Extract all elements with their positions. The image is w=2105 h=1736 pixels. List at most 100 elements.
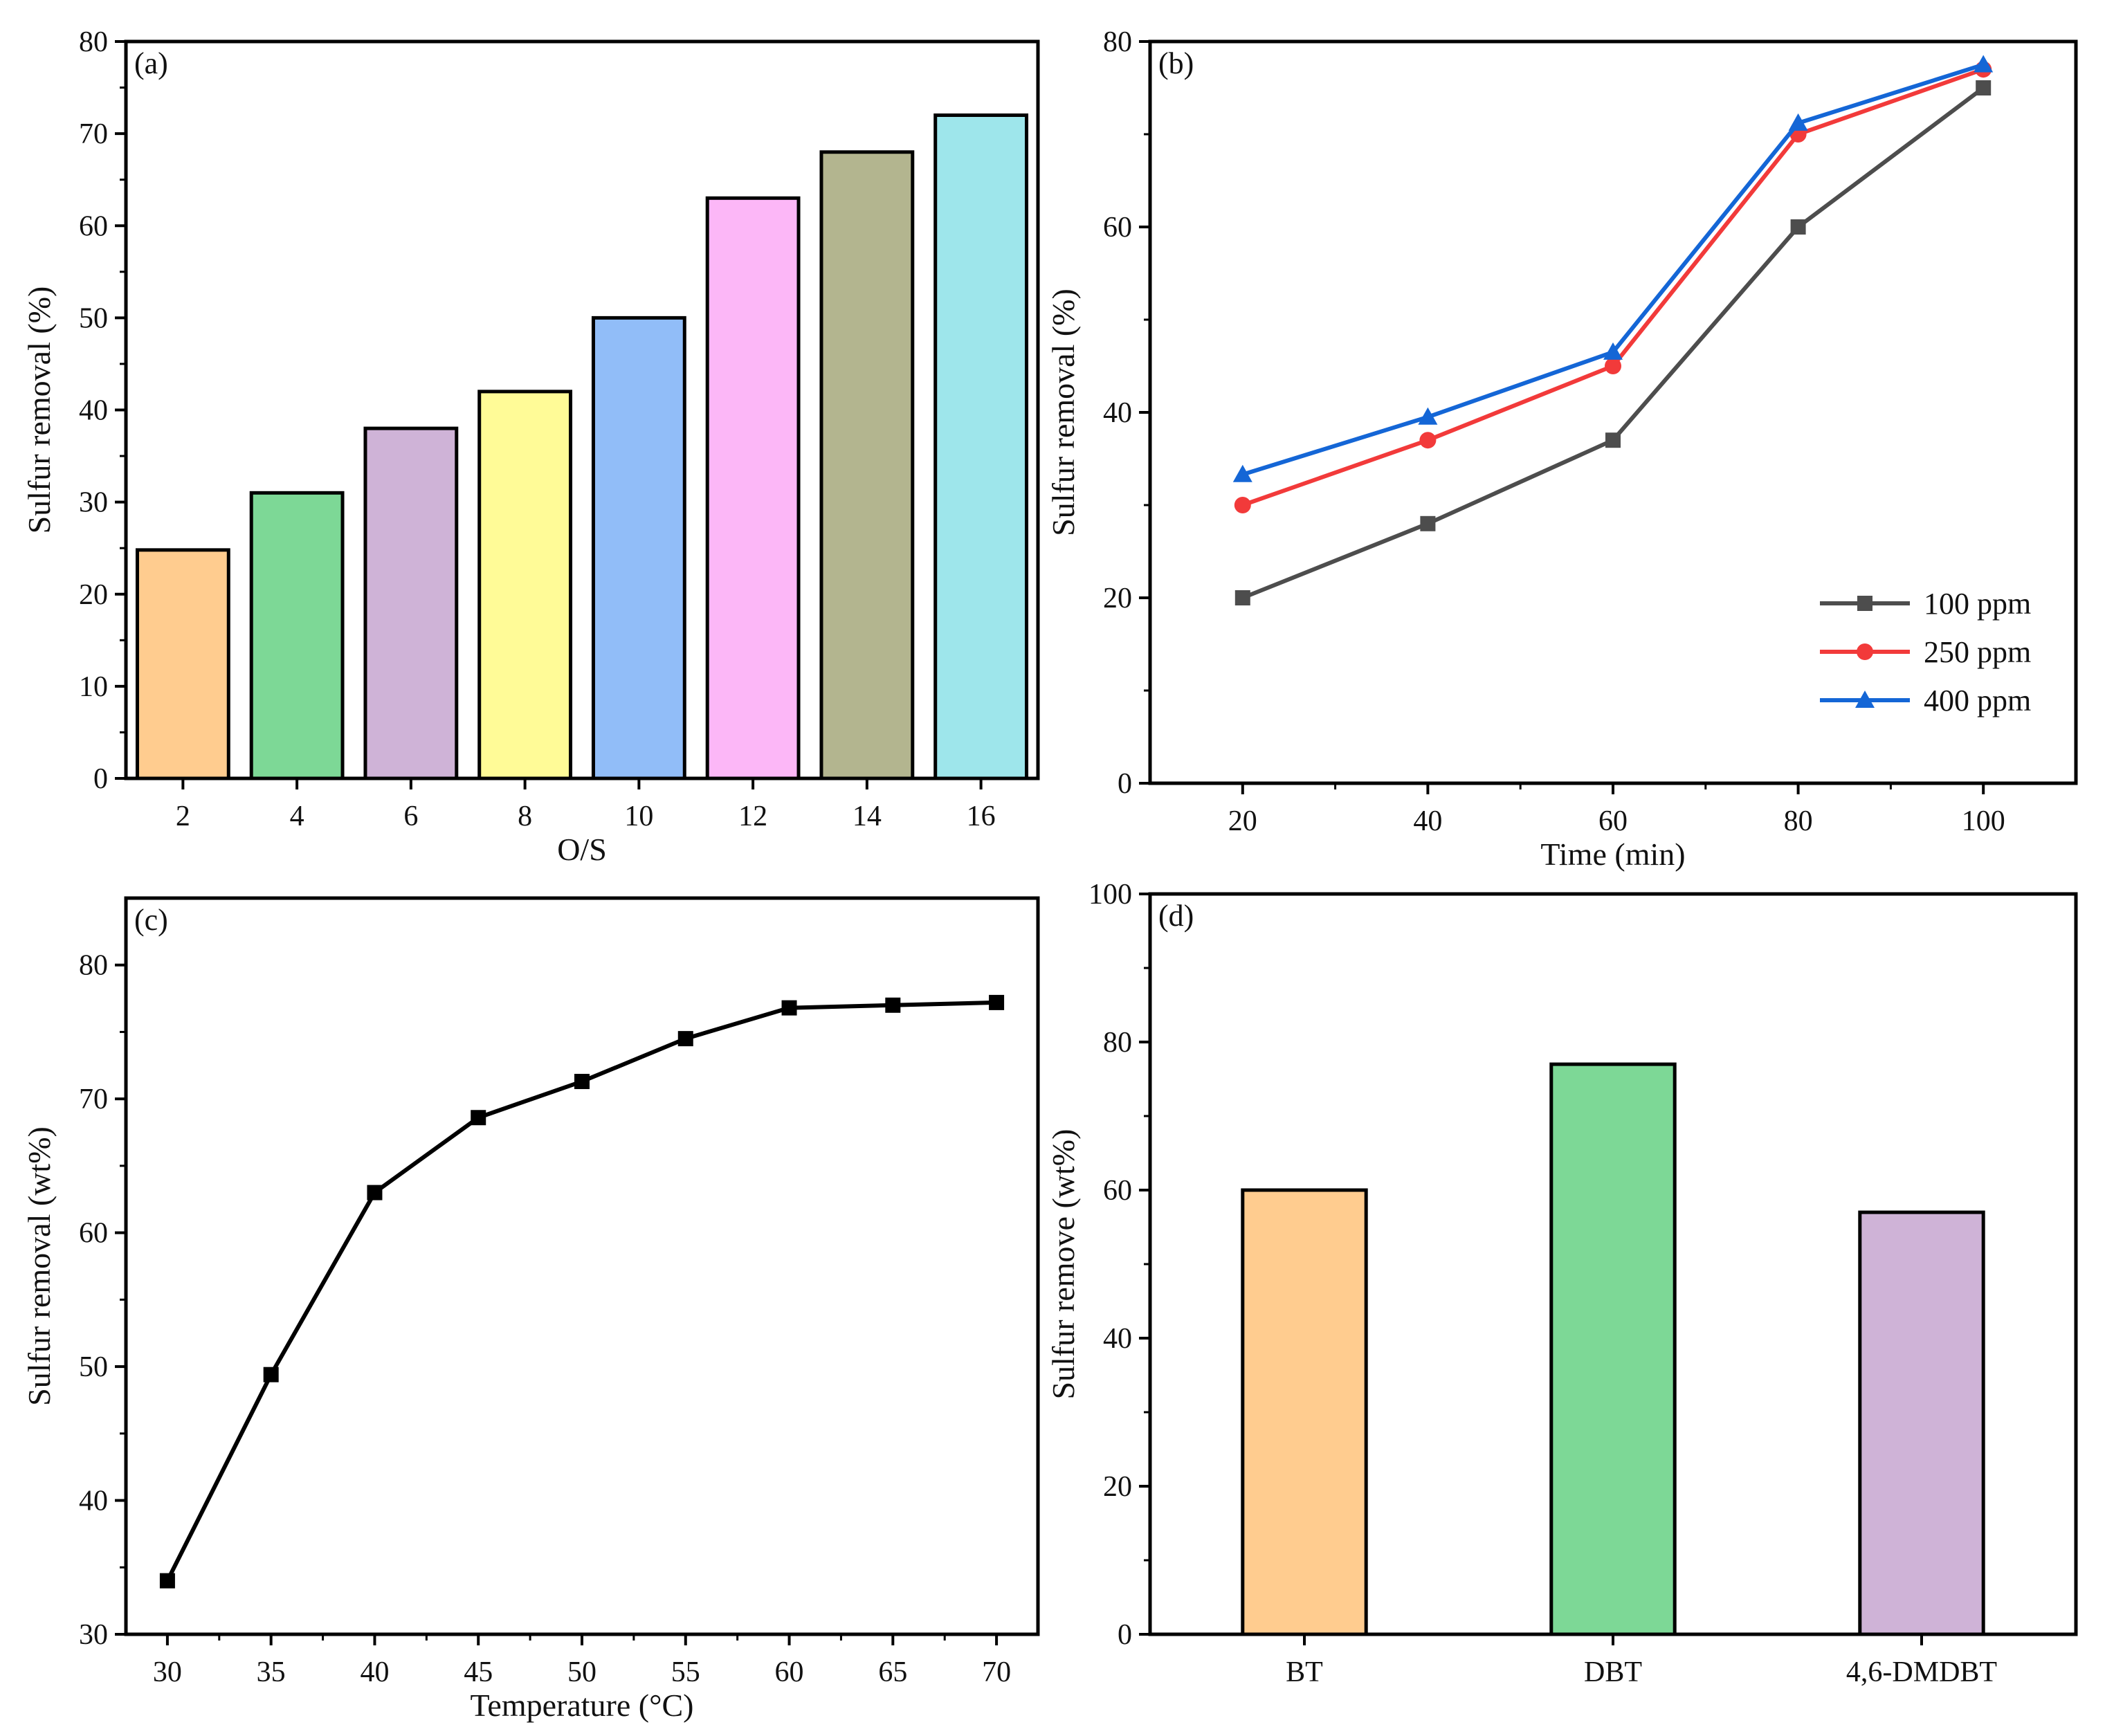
bar-6 (363, 426, 459, 780)
bar-10 (591, 316, 686, 780)
x-tick-label: 70 (982, 1656, 1011, 1688)
bar-16 (933, 113, 1029, 780)
x-tick-label: 60 (1598, 805, 1628, 837)
data-point (1974, 55, 1994, 73)
panel-d: 0 20 40 60 80 100 BT DBT 4,6-DMDBT (d) Sulfur remo… (1046, 879, 2078, 1688)
data-point (1605, 358, 1621, 374)
data-point (1232, 464, 1252, 482)
panel-label: (a) (134, 46, 168, 80)
x-tick-label: 4,6-DMDBT (1846, 1656, 1997, 1688)
y-tick-label: 20 (1103, 583, 1132, 614)
y-axis-title: Sulfur remove (wt%) (1046, 1129, 1081, 1400)
x-tick-label: 60 (775, 1656, 804, 1688)
bar-DBT (1549, 1062, 1677, 1636)
data-point (677, 1031, 693, 1047)
x-tick-label: 14 (853, 801, 882, 832)
legend-marker (1857, 643, 1873, 660)
x-tick-label: 10 (624, 801, 653, 832)
y-tick-label: 40 (79, 395, 108, 427)
legend-label: 100 ppm (1924, 587, 2031, 621)
y-tick-label: 0 (1118, 768, 1132, 800)
x-tick-label: 100 (1962, 805, 2005, 837)
x-tick-label: 55 (671, 1656, 700, 1688)
panel-label: (b) (1158, 46, 1194, 80)
y-tick-label: 100 (1088, 879, 1132, 911)
y-tick-label: 80 (79, 950, 108, 982)
data-point (159, 1573, 175, 1589)
y-tick-label: 70 (79, 1084, 108, 1115)
legend-label: 250 ppm (1924, 635, 2031, 669)
x-tick-label: 80 (1784, 805, 1813, 837)
y-tick-label: 10 (79, 671, 108, 703)
data-point (1419, 432, 1437, 449)
bar-4,6-DMDBT (1858, 1210, 1985, 1636)
y-axis-title: Sulfur removal (%) (21, 286, 57, 534)
panel-c: 30 40 50 60 70 80 30 35 40 45 50 55 60 65 70 (c) Tempera… (21, 896, 1040, 1723)
data-point (1788, 113, 1808, 131)
x-tick-label: 30 (153, 1656, 182, 1688)
data-point (574, 1074, 590, 1090)
x-tick-label: 35 (257, 1656, 286, 1688)
y-axis-title: Sulfur removal (%) (1046, 289, 1081, 536)
x-tick-label: 40 (1413, 805, 1442, 837)
x-tick-label: 8 (518, 801, 532, 832)
plot-frame (1148, 39, 2078, 785)
y-tick-label: 20 (1103, 1471, 1132, 1503)
series-line-data (165, 1000, 997, 1582)
panel-a: 0 10 20 30 40 50 60 70 80 2 4 6 8 10 12 14 16 (a) O/S Sulfu… (21, 26, 1040, 867)
x-tick-label: 2 (176, 801, 190, 832)
bar-BT (1241, 1188, 1368, 1636)
panel-b: 0 20 40 60 80 20 40 60 80 100 (b) Time (min) Sulfur … (1046, 26, 2078, 872)
y-tick-label: 80 (1103, 26, 1132, 58)
x-tick-label: BT (1286, 1656, 1323, 1688)
y-tick-label: 80 (1103, 1027, 1132, 1059)
y-tick-label: 60 (1103, 212, 1132, 244)
data-point (1976, 80, 1992, 95)
y-tick-label: 0 (93, 763, 108, 795)
y-tick-label: 80 (79, 26, 108, 58)
legend-marker (1857, 596, 1872, 611)
data-point (1603, 342, 1623, 360)
data-point (1234, 497, 1251, 513)
data-point (1418, 407, 1438, 425)
x-tick-label: DBT (1584, 1656, 1642, 1688)
legend-label: 400 ppm (1924, 684, 2031, 718)
y-tick-label: 40 (79, 1486, 108, 1517)
plot-frame (124, 896, 1040, 1636)
bar-4 (249, 491, 345, 780)
data-point (885, 997, 901, 1013)
y-tick-label: 50 (79, 1351, 108, 1383)
panel-label: (d) (1158, 899, 1194, 933)
bar-2 (135, 548, 230, 780)
data-point (471, 1110, 486, 1126)
y-tick-label: 0 (1118, 1619, 1132, 1651)
data-point (263, 1367, 279, 1382)
y-tick-label: 60 (1103, 1175, 1132, 1207)
data-point (1234, 590, 1250, 605)
x-tick-label: 6 (403, 801, 418, 832)
x-axis-title: Temperature (°C) (471, 1688, 694, 1723)
y-tick-label: 40 (1103, 397, 1132, 429)
x-tick-label: 20 (1228, 805, 1257, 837)
x-tick-label: 4 (290, 801, 304, 832)
x-tick-label: 65 (878, 1656, 907, 1688)
bar-12 (705, 196, 801, 780)
y-tick-label: 30 (79, 487, 108, 519)
x-axis-title: Time (min) (1540, 837, 1685, 872)
data-point (781, 1000, 797, 1016)
y-tick-label: 70 (79, 118, 108, 150)
data-point (1420, 515, 1436, 531)
panel-label: (c) (134, 903, 168, 937)
x-tick-label: 40 (360, 1656, 389, 1688)
legend-marker (1855, 691, 1875, 708)
y-tick-label: 30 (79, 1619, 108, 1651)
y-tick-label: 60 (79, 210, 108, 242)
y-tick-label: 60 (79, 1218, 108, 1250)
bar-8 (477, 390, 573, 780)
y-tick-label: 40 (1103, 1323, 1132, 1355)
y-tick-label: 20 (79, 579, 108, 611)
y-tick-label: 50 (79, 302, 108, 334)
data-point (1605, 432, 1621, 448)
x-tick-label: 45 (464, 1656, 493, 1688)
